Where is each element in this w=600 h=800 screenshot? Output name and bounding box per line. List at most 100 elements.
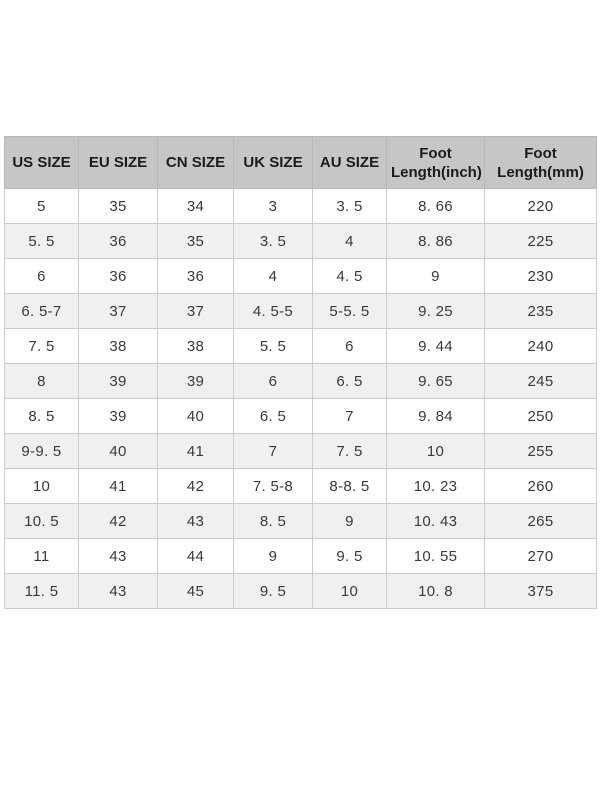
table-cell: 3. 5 — [233, 223, 313, 259]
table-cell: 9-9. 5 — [4, 433, 79, 469]
table-cell: 10. 8 — [386, 573, 485, 609]
table-cell: 9 — [386, 258, 485, 294]
table-cell: 260 — [484, 468, 597, 504]
table-cell: 250 — [484, 398, 597, 434]
table-cell: 6. 5 — [312, 363, 387, 399]
table-cell: 5-5. 5 — [312, 293, 387, 329]
table-cell: 6. 5-7 — [4, 293, 79, 329]
table-cell: 39 — [78, 363, 158, 399]
table-cell: 9. 5 — [312, 538, 387, 574]
table-cell: 7. 5 — [4, 328, 79, 364]
table-cell: 10. 55 — [386, 538, 485, 574]
table-cell: 8. 5 — [4, 398, 79, 434]
table-cell: 6. 5 — [233, 398, 313, 434]
table-cell: 43 — [157, 503, 234, 539]
table-cell: 10. 5 — [4, 503, 79, 539]
table-cell: 42 — [78, 503, 158, 539]
table-cell: 7 — [312, 398, 387, 434]
table-cell: 8-8. 5 — [312, 468, 387, 504]
table-cell: 9. 25 — [386, 293, 485, 329]
table-cell: 42 — [157, 468, 234, 504]
table-row: 5. 5 36 35 3. 5 4 8. 86 225 — [4, 223, 597, 259]
table-cell: 5. 5 — [4, 223, 79, 259]
table-cell: 9. 44 — [386, 328, 485, 364]
table-cell: 41 — [78, 468, 158, 504]
table-cell: 9. 84 — [386, 398, 485, 434]
table-cell: 6 — [4, 258, 79, 294]
table-cell: 3 — [233, 188, 313, 224]
table-row: 6 36 36 4 4. 5 9 230 — [4, 258, 597, 294]
table-cell: 38 — [157, 328, 234, 364]
table-row: 11 43 44 9 9. 5 10. 55 270 — [4, 538, 597, 574]
table-cell: 8 — [4, 363, 79, 399]
table-cell: 6 — [233, 363, 313, 399]
table-cell: 43 — [78, 538, 158, 574]
table-cell: 9. 5 — [233, 573, 313, 609]
table-row: 5 35 34 3 3. 5 8. 66 220 — [4, 188, 597, 224]
table-cell: 40 — [157, 398, 234, 434]
table-cell: 39 — [78, 398, 158, 434]
column-header: Foot Length(inch) — [386, 136, 485, 189]
table-row: 8 39 39 6 6. 5 9. 65 245 — [4, 363, 597, 399]
table-cell: 240 — [484, 328, 597, 364]
table-cell: 37 — [78, 293, 158, 329]
shoe-size-conversion-table: US SIZE EU SIZE CN SIZE UK SIZE AU SIZE Foot … — [4, 136, 597, 609]
table-cell: 3. 5 — [312, 188, 387, 224]
table-row: 10. 5 42 43 8. 5 9 10. 43 265 — [4, 503, 597, 539]
table-cell: 9 — [312, 503, 387, 539]
column-header: EU SIZE — [78, 136, 158, 189]
table-cell: 10. 23 — [386, 468, 485, 504]
table-cell: 4. 5-5 — [233, 293, 313, 329]
table-cell: 11 — [4, 538, 79, 574]
table-cell: 8. 66 — [386, 188, 485, 224]
table-cell: 6 — [312, 328, 387, 364]
table-cell: 10 — [312, 573, 387, 609]
table-cell: 7. 5 — [312, 433, 387, 469]
table-row: 11. 5 43 45 9. 5 10 10. 8 375 — [4, 573, 597, 609]
table-cell: 9. 65 — [386, 363, 485, 399]
table-cell: 10 — [386, 433, 485, 469]
table-cell: 230 — [484, 258, 597, 294]
table-cell: 7 — [233, 433, 313, 469]
table-cell: 39 — [157, 363, 234, 399]
table-cell: 37 — [157, 293, 234, 329]
table-cell: 10 — [4, 468, 79, 504]
table-cell: 270 — [484, 538, 597, 574]
column-header: CN SIZE — [157, 136, 234, 189]
table-row: 7. 5 38 38 5. 5 6 9. 44 240 — [4, 328, 597, 364]
table-cell: 36 — [157, 258, 234, 294]
table-cell: 7. 5-8 — [233, 468, 313, 504]
table-cell: 36 — [78, 258, 158, 294]
table-cell: 265 — [484, 503, 597, 539]
table-cell: 4. 5 — [312, 258, 387, 294]
table-cell: 35 — [157, 223, 234, 259]
table-cell: 10. 43 — [386, 503, 485, 539]
table-row: 10 41 42 7. 5-8 8-8. 5 10. 23 260 — [4, 468, 597, 504]
table-row: 8. 5 39 40 6. 5 7 9. 84 250 — [4, 398, 597, 434]
table-cell: 45 — [157, 573, 234, 609]
table-cell: 11. 5 — [4, 573, 79, 609]
table-row: 6. 5-7 37 37 4. 5-5 5-5. 5 9. 25 235 — [4, 293, 597, 329]
column-header: AU SIZE — [312, 136, 387, 189]
table-cell: 40 — [78, 433, 158, 469]
table-cell: 38 — [78, 328, 158, 364]
table-cell: 34 — [157, 188, 234, 224]
table-cell: 44 — [157, 538, 234, 574]
table-cell: 35 — [78, 188, 158, 224]
table-cell: 36 — [78, 223, 158, 259]
table-row: 9-9. 5 40 41 7 7. 5 10 255 — [4, 433, 597, 469]
table-cell: 245 — [484, 363, 597, 399]
table-cell: 4 — [312, 223, 387, 259]
table-cell: 4 — [233, 258, 313, 294]
table-cell: 9 — [233, 538, 313, 574]
table-cell: 41 — [157, 433, 234, 469]
table-cell: 43 — [78, 573, 158, 609]
table-cell: 375 — [484, 573, 597, 609]
table-cell: 5 — [4, 188, 79, 224]
table-cell: 5. 5 — [233, 328, 313, 364]
table-cell: 255 — [484, 433, 597, 469]
column-header: US SIZE — [4, 136, 79, 189]
table-cell: 225 — [484, 223, 597, 259]
table-cell: 8. 5 — [233, 503, 313, 539]
